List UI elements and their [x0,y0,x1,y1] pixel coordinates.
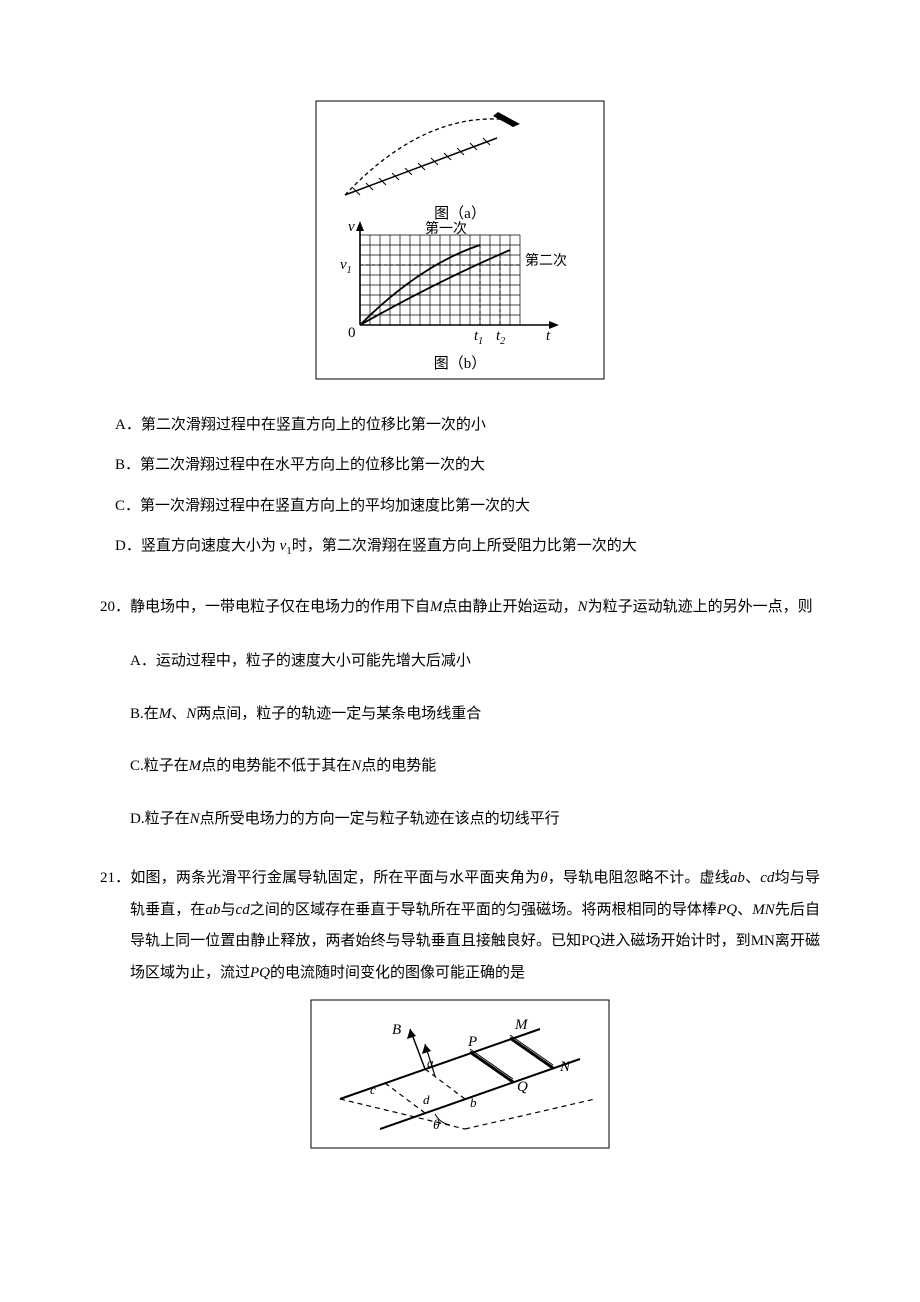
q20-opt-b: B.在M、N两点间，粒子的轨迹一定与某条电场线重合 [130,700,820,729]
svg-text:第二次: 第二次 [525,252,567,269]
fig1-label-a: 图（a） [434,205,486,222]
q19-opt-a: A．第二次滑翔过程中在竖直方向上的位移比第一次的小 [115,411,820,440]
q20-opt-d: D.粒子在N点所受电场力的方向一定与粒子轨迹在该点的切线平行 [130,805,820,834]
svg-text:N: N [559,1059,571,1075]
svg-text:b: b [470,1095,477,1110]
svg-text:第一次: 第一次 [425,220,467,237]
svg-text:M: M [514,1017,529,1033]
svg-text:v: v [348,219,355,235]
figure-1: 图（a） [100,100,820,391]
svg-text:Q: Q [517,1079,528,1095]
svg-text:d: d [423,1092,430,1107]
svg-text:θ: θ [433,1118,440,1133]
svg-text:0: 0 [348,325,356,341]
q20-opt-c: C.粒子在M点的电势能不低于其在N点的电势能 [130,752,820,781]
q21-stem: 21．如图，两条光滑平行金属导轨固定，所在平面与水平面夹角为θ，导轨电阻忽略不计… [100,863,820,989]
q20: 20．静电场中，一带电粒子仅在电场力的作用下自M点由静止开始运动，N为粒子运动轨… [100,592,820,834]
svg-text:P: P [467,1034,477,1050]
svg-text:a: a [427,1055,434,1070]
fig1-label-b: 图（b） [434,355,487,372]
q19-opt-b: B．第二次滑翔过程中在水平方向上的位移比第一次的大 [115,451,820,480]
q20-stem: 20．静电场中，一带电粒子仅在电场力的作用下自M点由静止开始运动，N为粒子运动轨… [100,592,820,624]
q21-num: 21． [100,870,130,886]
figure-2-svg: B M N P Q a b c d θ [310,999,610,1149]
q20-num: 20． [100,599,130,615]
page: 图（a） [0,0,920,1240]
q21: 21．如图，两条光滑平行金属导轨固定，所在平面与水平面夹角为θ，导轨电阻忽略不计… [100,863,820,989]
q19-opt-c: C．第一次滑翔过程中在竖直方向上的平均加速度比第一次的大 [115,492,820,521]
q19-options: A．第二次滑翔过程中在竖直方向上的位移比第一次的小 B．第二次滑翔过程中在水平方… [115,411,820,562]
svg-text:B: B [392,1022,401,1038]
q20-opt-a: A．运动过程中，粒子的速度大小可能先增大后减小 [130,647,820,676]
svg-text:c: c [370,1082,376,1097]
figure-1-svg: 图（a） [315,100,605,380]
q19-opt-d: D．竖直方向速度大小为 v1时，第二次滑翔在竖直方向上所受阻力比第一次的大 [115,532,820,562]
figure-2: B M N P Q a b c d θ [100,999,820,1160]
